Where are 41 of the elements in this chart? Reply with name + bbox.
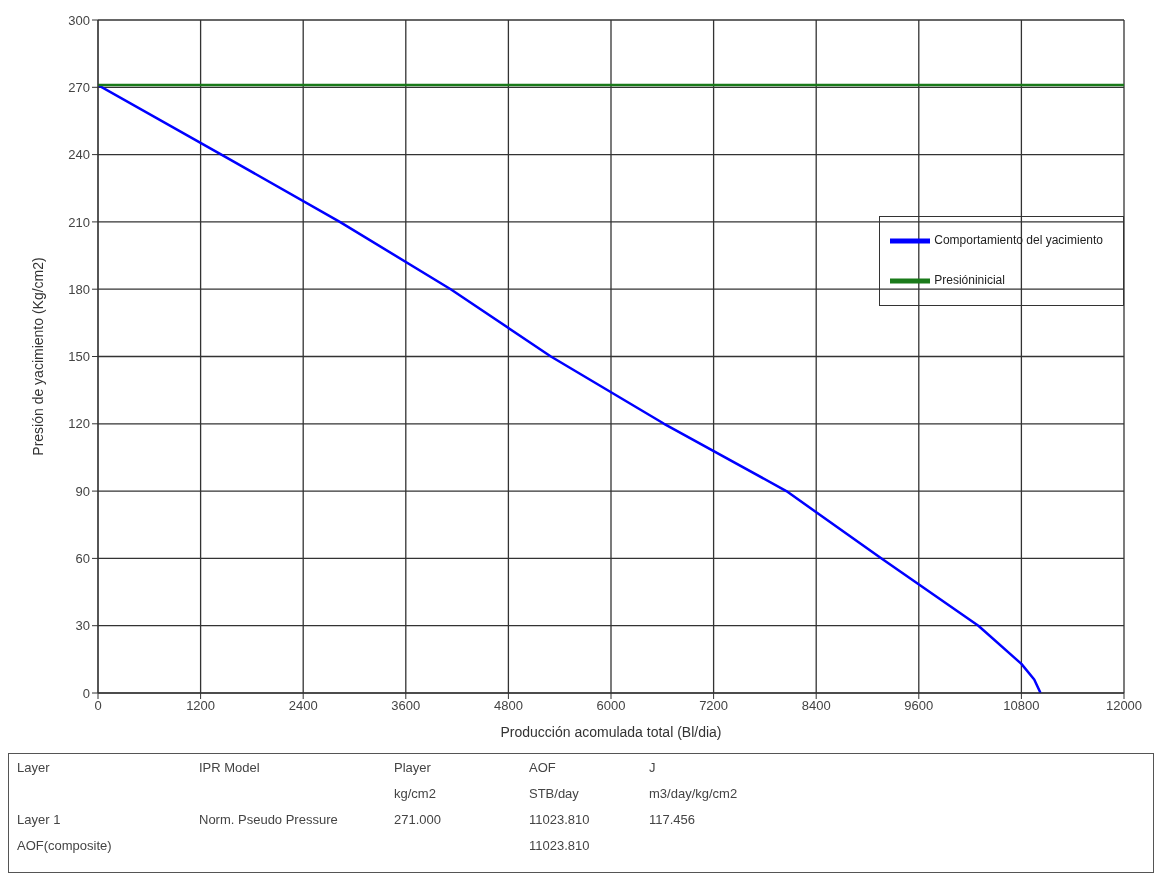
line-series [98, 83, 1042, 693]
x-tick-label: 4800 [493, 698, 523, 714]
y-tick-label: 240 [68, 147, 90, 163]
x-tick-label: 8400 [801, 698, 831, 714]
y-tick-label: 30 [75, 618, 90, 634]
y-tick-label: 300 [68, 12, 90, 28]
y-tick-label: 180 [68, 281, 90, 297]
x-tick-label: 3600 [391, 698, 421, 714]
y-tick-label: 210 [68, 214, 90, 230]
x-tick-label: 0 [94, 698, 102, 714]
text: 117.456 [649, 812, 696, 827]
text: 11023.810 [529, 812, 590, 827]
text: J [649, 760, 656, 775]
x-tick-label: 12000 [1105, 698, 1143, 714]
text: STB/day [529, 786, 579, 801]
y-tick-label: 90 [75, 483, 90, 499]
text: AOF [529, 760, 556, 775]
y-tick-label: 60 [75, 551, 90, 567]
text: Layer [17, 760, 50, 775]
x-tick-label: 6000 [596, 698, 626, 714]
x-tick-label: 7200 [699, 698, 729, 714]
x-axis-title: Producción acomulada total (Bl/dia) [500, 724, 722, 740]
y-tick-label: 120 [68, 416, 90, 432]
legend-label: Presióninicial [934, 273, 1005, 288]
text: Player [394, 760, 431, 775]
text: AOF(composite) [17, 838, 112, 853]
y-axis-title: Presión de yacimiento (Kg/cm2) [29, 257, 46, 456]
text: Norm. Pseudo Pressure [199, 812, 338, 827]
x-tick-label: 10800 [1003, 698, 1040, 714]
text: kg/cm2 [394, 786, 436, 801]
text: m3/day/kg/cm2 [649, 786, 738, 801]
text: Layer 1 [17, 812, 61, 827]
x-tick-label: 9600 [904, 698, 934, 714]
x-tick-label: 2400 [288, 698, 318, 714]
text: IPR Model [199, 760, 260, 775]
x-tick-label: 1200 [186, 698, 216, 714]
y-tick-label: 270 [68, 79, 90, 95]
text: 271.000 [394, 812, 441, 827]
y-tick-label: 150 [68, 349, 90, 365]
y-tick-label: 0 [82, 685, 90, 701]
text: 11023.810 [529, 838, 590, 853]
